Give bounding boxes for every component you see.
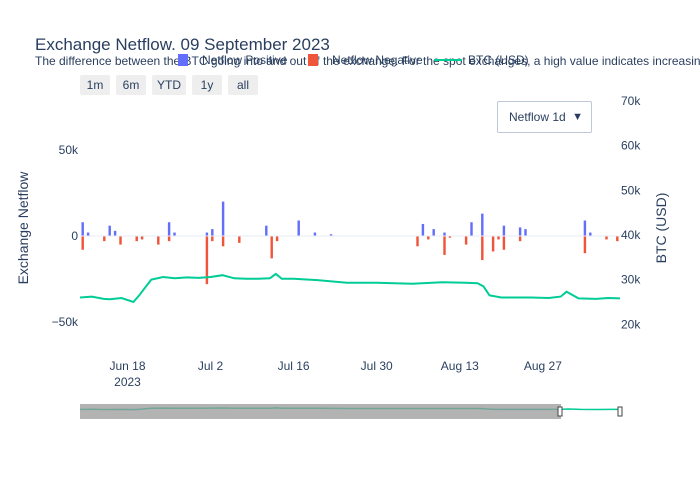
- bar-positive: [589, 232, 592, 236]
- y-axis-title: Exchange Netflow: [15, 171, 31, 285]
- bar-positive: [443, 232, 446, 236]
- bar-positive: [113, 230, 117, 236]
- bar-positive: [518, 227, 522, 236]
- bar-negative: [464, 236, 468, 245]
- range-slider-mask: [80, 404, 561, 419]
- y2-axis-title: BTC (USD): [653, 193, 669, 264]
- bar-negative: [491, 236, 495, 252]
- bar-negative: [81, 236, 84, 250]
- bar-positive: [81, 222, 84, 236]
- chart-title: Exchange Netflow. 09 September 2023: [35, 35, 330, 54]
- bar-positive: [583, 220, 587, 236]
- y2-tick-label: 60k: [621, 139, 641, 153]
- bar-negative: [518, 236, 522, 242]
- y2-axis-ticks: 70k 60k 50k 40k 30k 20k: [621, 94, 641, 331]
- legend-swatch-btc: [434, 59, 462, 61]
- bar-positive: [313, 232, 317, 236]
- x-tick-label: 2023: [114, 375, 141, 389]
- bar-positive: [205, 232, 209, 236]
- bar-negative: [481, 236, 484, 261]
- bar-positive: [481, 213, 484, 236]
- x-tick-label: Aug 13: [441, 359, 479, 373]
- bar-negative: [616, 236, 619, 242]
- y-axis-ticks: 50k 0 −50k: [52, 143, 79, 329]
- bar-positive: [221, 201, 225, 236]
- bar-negative: [211, 236, 214, 242]
- bar-positive: [167, 222, 171, 236]
- range-button-all[interactable]: all: [228, 75, 258, 95]
- x-axis-ticks: Jun 18 2023 Jul 2 Jul 16 Jul 30 Aug 13 Aug 27: [109, 359, 562, 389]
- legend-item-btc[interactable]: BTC (USD): [434, 53, 529, 67]
- bar-negative: [583, 236, 587, 254]
- netflow-dropdown[interactable]: Netflow 1d ▼: [497, 101, 592, 133]
- legend-swatch-positive: [178, 54, 188, 66]
- y2-tick-label: 30k: [621, 273, 641, 287]
- y-tick-label: 0: [71, 229, 78, 243]
- bar-negative: [502, 236, 506, 250]
- bar-negative: [427, 236, 430, 240]
- bar-negative: [270, 236, 273, 259]
- bar-negative: [140, 236, 144, 240]
- range-slider[interactable]: [79, 403, 623, 420]
- y2-tick-label: 40k: [621, 228, 641, 242]
- netflow-bars: [81, 201, 619, 285]
- bar-positive: [86, 232, 90, 236]
- bar-negative: [103, 236, 106, 242]
- btc-price-line: [79, 272, 621, 304]
- bar-positive: [421, 223, 425, 236]
- bar-positive: [173, 232, 176, 236]
- dropdown-label: Netflow 1d: [509, 110, 566, 124]
- legend-item-negative[interactable]: Netflow Negative: [308, 53, 423, 67]
- range-button-1m[interactable]: 1m: [80, 75, 110, 95]
- bar-positive: [211, 229, 214, 236]
- bar-negative: [416, 236, 419, 247]
- bar-negative: [221, 236, 225, 247]
- y2-tick-label: 50k: [621, 183, 641, 197]
- y2-tick-label: 70k: [621, 94, 641, 108]
- bar-negative: [443, 236, 446, 255]
- x-tick-label: Aug 27: [524, 359, 562, 373]
- bar-positive: [329, 234, 333, 236]
- x-tick-label: Jun 18: [109, 359, 145, 373]
- range-slider-handle-left[interactable]: [557, 406, 563, 417]
- bar-positive: [524, 229, 527, 236]
- legend-item-positive[interactable]: Netflow Positive: [178, 53, 287, 67]
- bar-negative: [119, 236, 122, 245]
- range-button-1y[interactable]: 1y: [192, 75, 222, 95]
- x-tick-label: Jul 2: [198, 359, 224, 373]
- range-button-6m[interactable]: 6m: [116, 75, 146, 95]
- range-button-ytd[interactable]: YTD: [152, 75, 186, 95]
- bar-positive: [432, 229, 435, 236]
- bar-negative: [167, 236, 171, 242]
- chevron-down-icon: ▼: [572, 111, 583, 123]
- y-tick-label: 50k: [59, 143, 79, 157]
- legend-swatch-negative: [308, 54, 318, 66]
- x-tick-label: Jul 30: [361, 359, 393, 373]
- bar-negative: [157, 236, 160, 245]
- bar-negative: [497, 236, 500, 240]
- y-tick-label: −50k: [52, 315, 79, 329]
- bar-positive: [502, 225, 506, 236]
- x-tick-label: Jul 16: [278, 359, 310, 373]
- bar-negative: [205, 236, 209, 285]
- bar-negative: [448, 236, 452, 238]
- bar-negative: [275, 236, 279, 242]
- bar-negative: [238, 236, 241, 243]
- bar-negative: [135, 236, 138, 242]
- bar-positive: [297, 220, 300, 236]
- bar-negative: [605, 236, 608, 240]
- bar-positive: [265, 225, 268, 236]
- range-selector: 1m 6m YTD 1y all: [80, 75, 258, 95]
- legend-label-positive: Netflow Positive: [202, 53, 288, 67]
- legend-label-negative: Netflow Negative: [332, 53, 423, 67]
- chart-subtitle: The difference between the BTC going int…: [35, 54, 700, 68]
- legend-label-btc: BTC (USD): [468, 53, 529, 67]
- bar-positive: [470, 222, 473, 236]
- bar-positive: [108, 225, 111, 236]
- y2-tick-label: 20k: [621, 317, 641, 331]
- range-slider-handle-right[interactable]: [617, 406, 623, 417]
